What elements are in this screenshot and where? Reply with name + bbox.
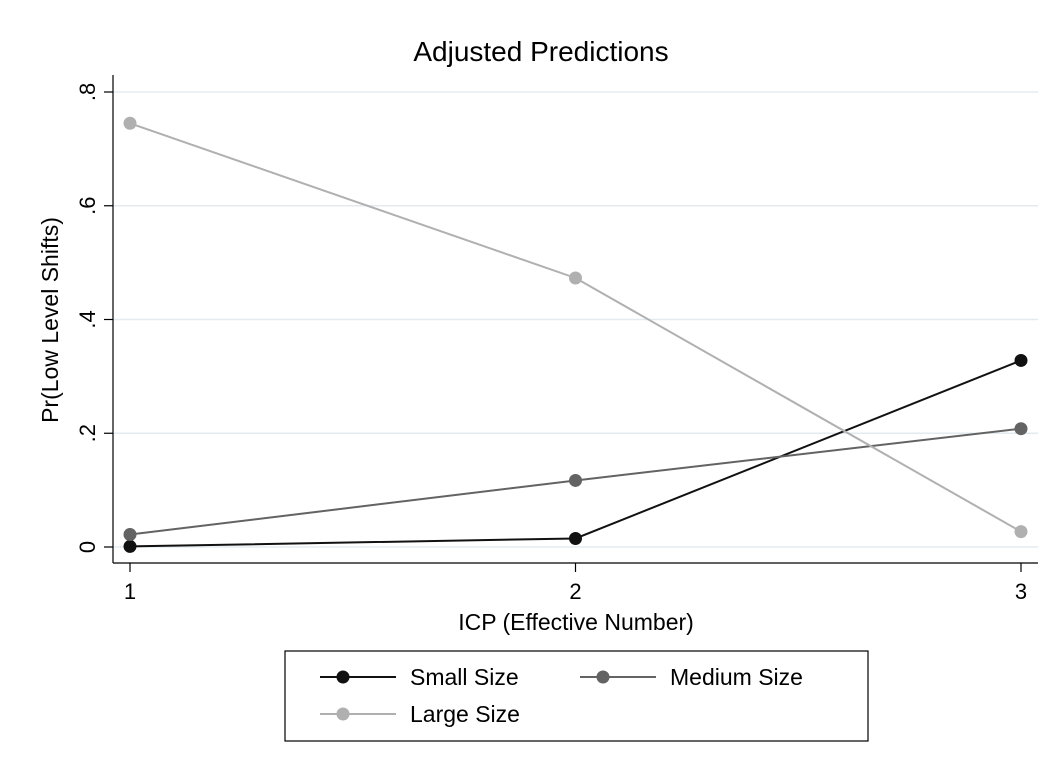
x-axis-label: ICP (Effective Number) <box>458 609 694 635</box>
y-tick-label: .6 <box>75 197 100 215</box>
y-tick-label: .2 <box>75 424 100 442</box>
x-tick-label: 3 <box>1015 579 1027 604</box>
chart-title: Adjusted Predictions <box>413 36 668 67</box>
x-tick-label: 1 <box>124 579 136 604</box>
legend-marker <box>336 670 350 684</box>
legend-box <box>284 650 869 742</box>
data-point <box>1014 353 1028 367</box>
y-tick-label: .8 <box>75 83 100 101</box>
y-tick-label: .4 <box>75 310 100 328</box>
data-point <box>1014 525 1028 539</box>
legend-label: Large Size <box>410 701 520 727</box>
legend-label: Medium Size <box>670 664 803 690</box>
data-point <box>123 539 137 553</box>
data-point <box>569 271 582 285</box>
data-point <box>569 531 582 545</box>
legend: Small Size Medium Size Large Size <box>284 650 869 742</box>
y-tick-label: 0 <box>75 541 100 553</box>
axes: 0 .2 .4 .6 .8 1 2 3 <box>75 75 1038 604</box>
legend-marker <box>596 670 610 684</box>
series-line <box>129 122 1022 533</box>
x-tick-label: 2 <box>569 579 581 604</box>
data-point <box>123 527 137 541</box>
legend-marker <box>336 707 350 721</box>
data-point <box>123 116 137 130</box>
y-axis-label: Pr(Low Level Shifts) <box>37 217 63 423</box>
legend-label: Small Size <box>410 664 519 690</box>
data-point <box>569 473 582 487</box>
data-point <box>1014 422 1028 436</box>
grid-lines <box>113 91 1038 548</box>
series-layer <box>123 116 1028 553</box>
